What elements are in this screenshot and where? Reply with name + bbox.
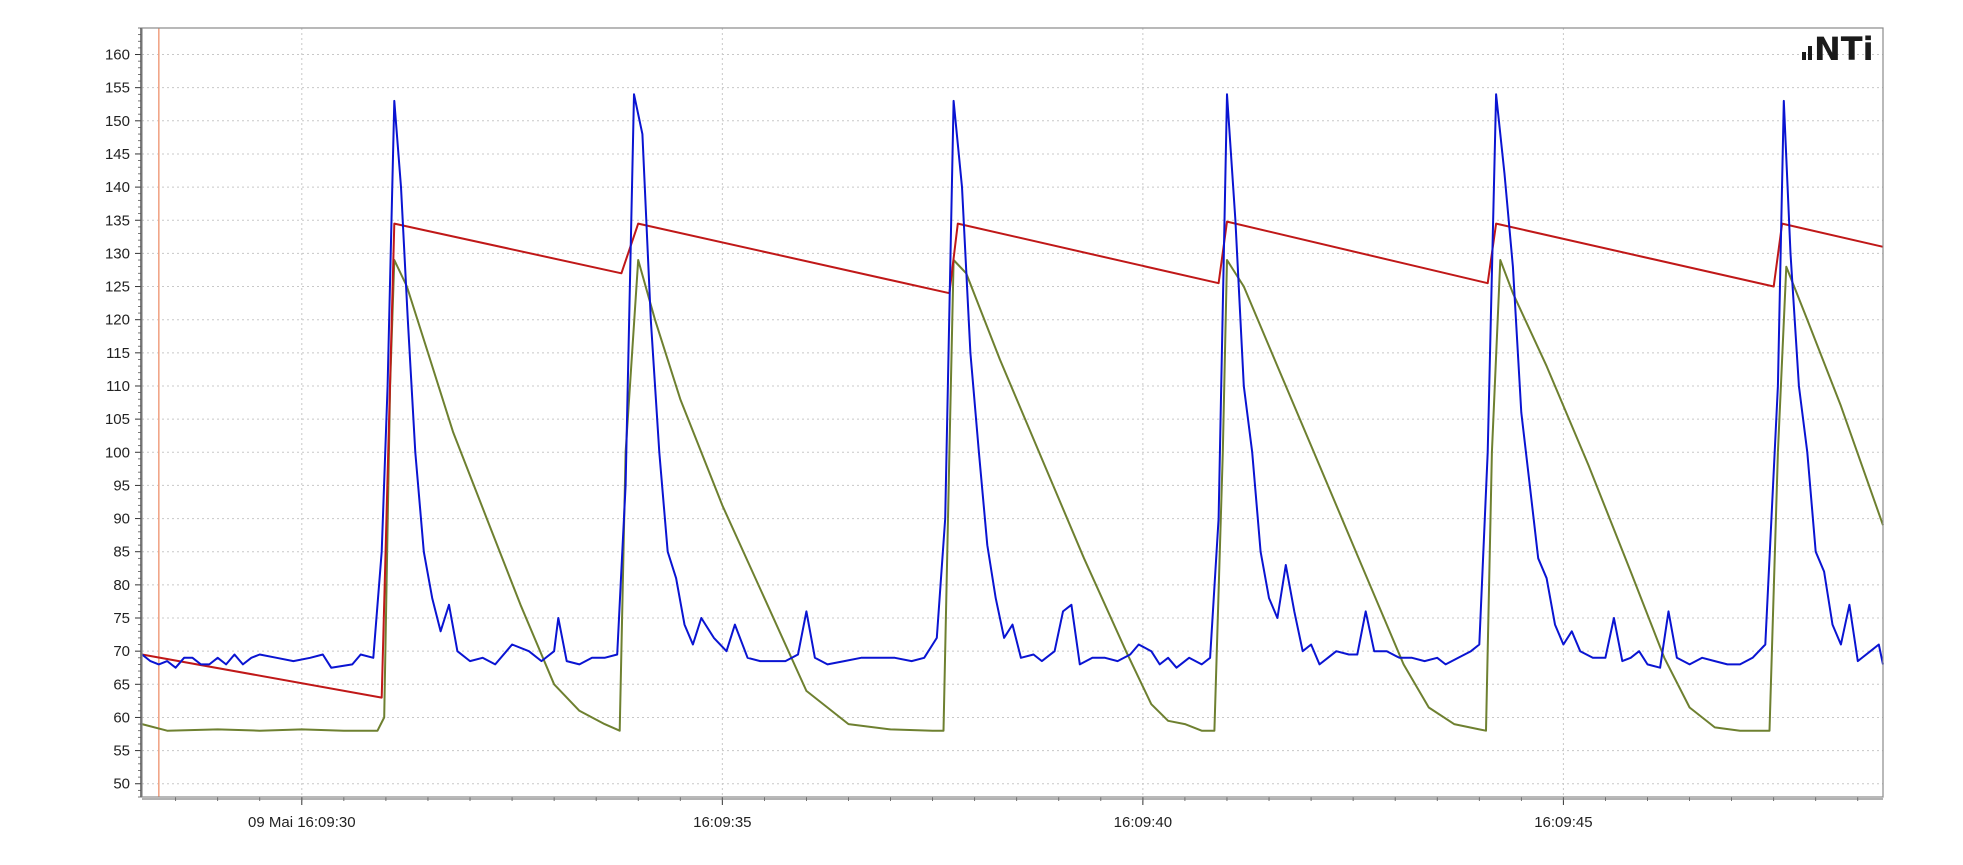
y-tick-label: 100	[105, 444, 130, 461]
y-tick-label: 105	[105, 411, 130, 428]
logo-text: NTi	[1814, 30, 1874, 68]
series-line-1	[141, 93, 1884, 669]
plot-series	[141, 28, 1884, 797]
axes: 50 55 60 65 70 75 80 85 90 95 100 105 110 115 120 125 13…	[105, 27, 1883, 831]
x-tick-label: 16:09:35	[693, 814, 751, 831]
series-line-2	[141, 220, 1884, 699]
y-tick-label: 90	[113, 511, 130, 528]
y-tick-label: 120	[105, 312, 130, 329]
y-tick-label: 145	[105, 146, 130, 163]
y-tick-label: 95	[113, 477, 130, 494]
x-tick-label: 16:09:45	[1534, 814, 1592, 831]
y-tick-label: 65	[113, 676, 130, 693]
gridlines	[142, 28, 1883, 797]
y-tick-label: 70	[113, 643, 130, 660]
logo-bar-1	[1802, 52, 1806, 60]
y-tick-label: 55	[113, 743, 130, 760]
logo-bar-2	[1808, 46, 1812, 60]
x-tick-label: 09 Mai 16:09:30	[248, 814, 356, 831]
y-tick-label: 85	[113, 544, 130, 561]
y-tick-label: 130	[105, 245, 130, 262]
plot-border	[141, 27, 1884, 798]
nti-logo: NTi	[1802, 30, 1874, 68]
y-tick-label: 110	[106, 378, 130, 395]
y-tick-label: 50	[113, 776, 130, 793]
y-tick-label: 155	[105, 80, 130, 97]
y-tick-label: 135	[105, 212, 130, 229]
y-tick-label: 60	[113, 709, 130, 726]
series-line-3	[141, 259, 1884, 732]
x-tick-label: 16:09:40	[1114, 814, 1172, 831]
y-tick-label: 125	[105, 279, 130, 296]
y-tick-label: 150	[105, 113, 130, 130]
y-tick-label: 140	[105, 179, 130, 196]
y-tick-label: 75	[113, 610, 130, 627]
y-tick-label: 160	[105, 47, 130, 64]
y-tick-label: 80	[113, 577, 130, 594]
y-tick-label: 115	[106, 345, 130, 362]
